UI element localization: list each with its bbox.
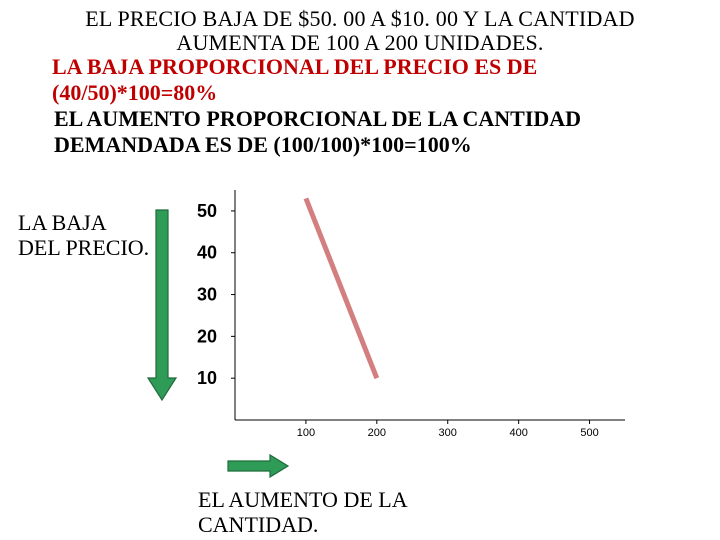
header-line-1: EL PRECIO BAJA DE $50. 00 A $10. 00 Y LA… [0,6,720,32]
side-label-l1: LA BAJA [18,210,149,235]
svg-text:400: 400 [509,427,527,439]
bottom-label-l2: CANTIDAD. [198,513,408,538]
side-label-l2: DEL PRECIO. [18,235,149,260]
svg-text:40: 40 [197,243,217,263]
demand-chart: 10 20 30 40 50 100 200 300 400 500 [175,180,635,460]
svg-text:10: 10 [197,368,217,388]
svg-text:30: 30 [197,285,217,305]
line-4: (40/50)*100=80% [52,80,662,106]
bottom-label-l1: EL AUMENTO DE LA [198,488,408,513]
proportion-text-block: LA BAJA PROPORCIONAL DEL PRECIO ES DE (4… [52,54,662,158]
side-label: LA BAJA DEL PRECIO. [18,210,149,261]
line-5: EL AUMENTO PROPORCIONAL DE LA CANTIDAD [54,106,662,132]
svg-text:50: 50 [197,201,217,221]
svg-text:20: 20 [197,326,217,346]
svg-text:100: 100 [297,427,315,439]
svg-text:500: 500 [580,427,598,439]
bottom-label: EL AUMENTO DE LA CANTIDAD. [198,488,408,537]
header-line-2: AUMENTA DE 100 A 200 UNIDADES. [0,30,720,56]
line-6: DEMANDADA ES DE (100/100)*100=100% [54,132,662,158]
svg-text:300: 300 [439,427,457,439]
svg-text:200: 200 [368,427,386,439]
line-3: LA BAJA PROPORCIONAL DEL PRECIO ES DE [52,54,662,80]
